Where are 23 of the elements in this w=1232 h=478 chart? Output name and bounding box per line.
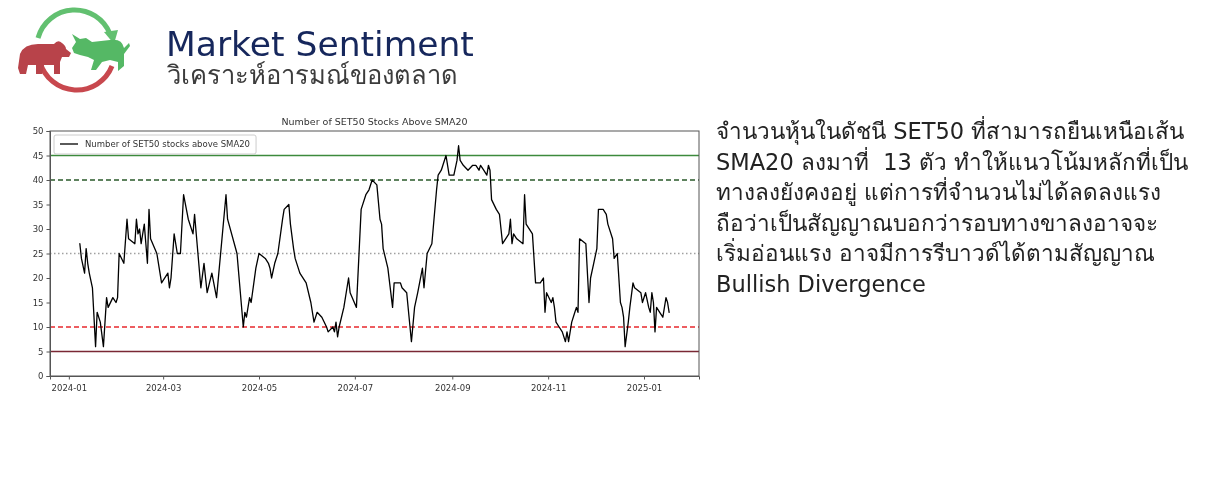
y-tick-label: 35 — [32, 199, 44, 210]
line-series — [79, 145, 670, 348]
x-tick-label: 2024-03 — [145, 383, 182, 393]
y-tick-label: 5 — [38, 346, 44, 357]
y-tick-label: 30 — [32, 224, 44, 235]
x-tick-label: 2024-05 — [241, 383, 278, 393]
text: จำนวนหุ้นในดัชนี SET50 ที่สามารถยืนเหนือเส้น SMA20 ลงมาที่ 13 ตัว ทำให้แนวโน้มหลักที่เป็น ทางลงยังคงอยู่ แต่การที่จำนวนไม่ได้ลดลงแรง ถือว่าเป็นสัญญาณบอกว่ารอบทางขาลงอาจจะ เริ่มอ่อนแรง อาจมีการรีบาวด์ได้ตามสัญญาณ Bullish Divergence — [716, 116, 1189, 299]
y-tick-label: 25 — [32, 248, 44, 259]
x-tick-label: 2025-01 — [626, 383, 663, 393]
x-tick-label: 2024-07 — [337, 383, 374, 393]
y-tick-label: 20 — [32, 273, 44, 284]
chart-title: Number of SET50 Stocks Above SMA20 — [281, 116, 468, 127]
text: วิเคราะห์อารมณ์ของตลาด — [167, 60, 458, 90]
legend-label: Number of SET50 stocks above SMA20 — [85, 139, 251, 149]
y-tick-label: 50 — [32, 126, 44, 137]
y-tick-label: 45 — [32, 150, 44, 161]
x-tick-label: 2024-01 — [51, 383, 88, 393]
y-tick-label: 15 — [32, 297, 44, 308]
y-tick-label: 40 — [32, 175, 44, 186]
y-tick-label: 10 — [32, 322, 44, 333]
y-tick-label: 0 — [38, 371, 44, 382]
x-tick-label: 2024-11 — [530, 383, 567, 393]
x-tick-label: 2024-09 — [435, 383, 471, 393]
